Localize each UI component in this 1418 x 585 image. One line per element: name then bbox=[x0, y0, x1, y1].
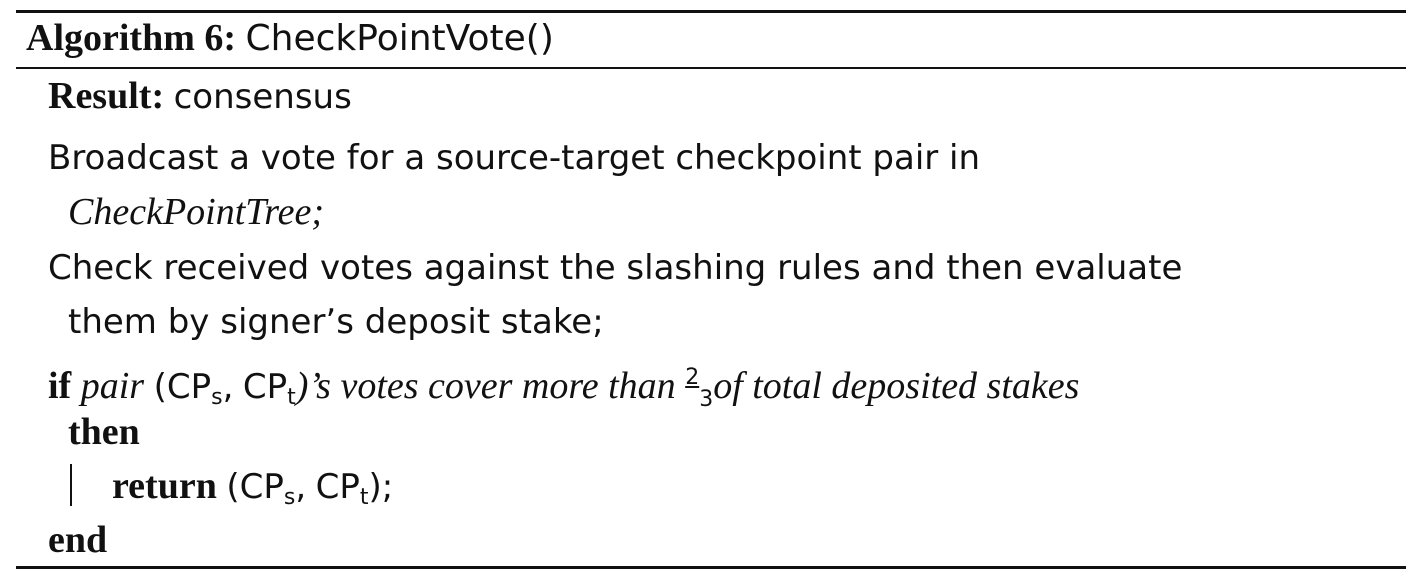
return-sub-t: t bbox=[359, 485, 369, 510]
condition-sub-s: s bbox=[211, 385, 223, 410]
return-sub-s: s bbox=[283, 485, 296, 510]
step-1-line-2: CheckPointTree; bbox=[68, 191, 325, 233]
return-close: ); bbox=[368, 467, 394, 507]
block-indent-bar bbox=[70, 464, 72, 506]
step-2-line-1: Check received votes against the slashin… bbox=[48, 248, 1183, 288]
condition-sub-t: t bbox=[287, 385, 296, 410]
algorithm-label: Algorithm 6: bbox=[26, 17, 237, 59]
condition-cp-target: CP bbox=[242, 367, 288, 407]
fraction-denominator: 3 bbox=[699, 387, 714, 412]
condition-pair: pair bbox=[80, 365, 145, 407]
top-rule bbox=[16, 10, 1406, 13]
result-label: Result: bbox=[48, 75, 165, 117]
condition-tail: of total deposited stakes bbox=[713, 365, 1080, 407]
header-rule bbox=[16, 67, 1406, 69]
if-condition-line: if pair (CPs, CPt)’s votes cover more th… bbox=[48, 356, 1079, 422]
algorithm-header: Algorithm 6: CheckPointVote() bbox=[26, 16, 554, 61]
step-2-line-2: them by signer’s deposit stake; bbox=[68, 302, 604, 342]
bottom-rule bbox=[16, 566, 1406, 569]
algorithm-name: CheckPointVote() bbox=[245, 18, 554, 59]
condition-open-paren: ( bbox=[153, 367, 167, 407]
return-comma: , bbox=[295, 467, 307, 507]
condition-cp-source: CP bbox=[166, 367, 212, 407]
return-open-paren: ( bbox=[226, 467, 240, 507]
end-keyword: end bbox=[48, 519, 108, 561]
return-line: return (CPs, CPt); bbox=[112, 464, 393, 520]
return-cp-source: CP bbox=[239, 467, 284, 507]
fraction-numerator: 2 bbox=[685, 365, 700, 390]
condition-comma: , bbox=[222, 367, 234, 407]
return-cp-target: CP bbox=[315, 467, 360, 507]
if-keyword: if bbox=[48, 365, 72, 407]
result-value: consensus bbox=[173, 77, 352, 117]
condition-text: votes cover more than bbox=[340, 365, 676, 407]
return-keyword: return bbox=[112, 465, 217, 507]
step-1-line-1: Broadcast a vote for a source-target che… bbox=[48, 138, 981, 178]
algorithm-box: Algorithm 6: CheckPointVote() Result: co… bbox=[16, 10, 1406, 570]
result-line: Result: consensus bbox=[48, 74, 352, 119]
condition-possessive: )’s bbox=[295, 365, 331, 407]
then-keyword: then bbox=[68, 411, 140, 453]
